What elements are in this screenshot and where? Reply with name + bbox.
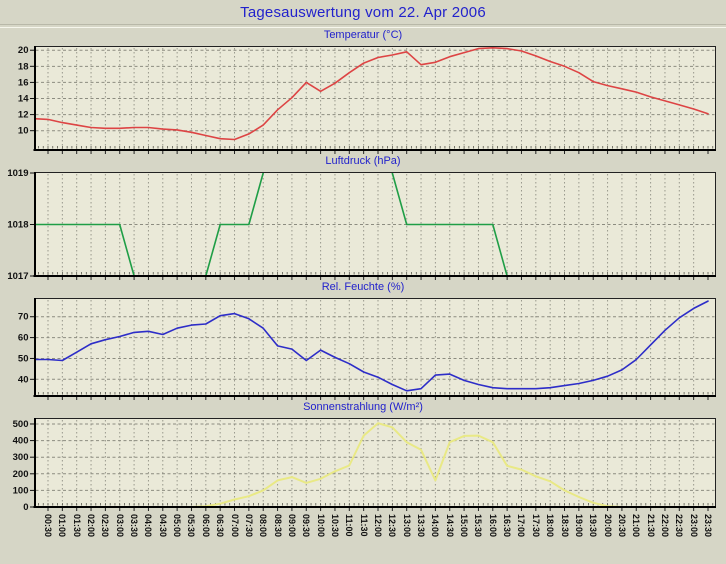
- y-axis-label: 12: [18, 110, 29, 121]
- x-axis-label: 19:00: [573, 514, 584, 538]
- x-axis-label: 21:00: [631, 514, 642, 538]
- y-axis-label: 500: [13, 419, 29, 430]
- x-axis-label: 15:30: [473, 514, 484, 538]
- chart-title-humidity: Rel. Feuchte (%): [321, 281, 405, 293]
- page-title: Tagesauswertung vom 22. Apr 2006: [240, 4, 486, 21]
- chart-title-radiation: Sonnenstrahlung (W/m²): [303, 401, 423, 413]
- x-axis-label: 09:30: [301, 514, 312, 538]
- x-axis-label: 03:30: [129, 514, 140, 538]
- x-axis-label: 03:00: [114, 514, 125, 538]
- chart-title-pressure: Luftdruck (hPa): [325, 155, 401, 167]
- x-axis-label: 17:00: [516, 514, 527, 538]
- plot-background: [34, 418, 716, 508]
- pressure-chart: 1019 1018 1017: [7, 168, 716, 280]
- y-axis-label: 10: [18, 126, 29, 137]
- x-axis-label: 10:00: [315, 514, 326, 538]
- x-axis-label: 07:00: [229, 514, 240, 538]
- x-axis-label: 14:00: [430, 514, 441, 538]
- y-axis-label: 40: [18, 374, 29, 385]
- y-axis-label: 1019: [7, 168, 28, 179]
- x-axis-label: 12:00: [372, 514, 383, 538]
- humidity-line: [34, 300, 709, 392]
- x-axis-label: 13:30: [416, 514, 427, 538]
- x-axis-label: 16:00: [487, 514, 498, 538]
- y-axis-label: 14: [18, 94, 29, 105]
- x-axis-label: 18:30: [559, 514, 570, 538]
- y-axis-label: 200: [13, 469, 29, 480]
- y-axis-label: 70: [18, 312, 29, 323]
- y-axis-label: 1018: [7, 220, 28, 231]
- x-axis-label: 05:00: [172, 514, 183, 538]
- x-axis-label: 15:00: [459, 514, 470, 538]
- x-axis-label: 13:00: [401, 514, 412, 538]
- y-axis-label: 16: [18, 77, 29, 88]
- x-axis-label: 18:00: [545, 514, 556, 538]
- plot-background: [34, 298, 716, 397]
- temperature-line: [34, 47, 709, 141]
- x-axis-label: 10:30: [329, 514, 340, 538]
- x-axis-label: 20:30: [616, 514, 627, 538]
- x-axis-label: 05:30: [186, 514, 197, 538]
- y-axis-label: 1017: [7, 271, 28, 280]
- radiation-chart: 500 400 300 200 100 0: [13, 418, 716, 511]
- x-axis-label: 14:30: [444, 514, 455, 538]
- y-axis-label: 0: [23, 502, 28, 511]
- x-axis-label: 23:00: [688, 514, 699, 538]
- y-axis-label: 20: [18, 45, 29, 56]
- x-axis-label: 09:00: [286, 514, 297, 538]
- x-axis-label: 06:30: [215, 514, 226, 538]
- x-axis-label: 17:30: [530, 514, 541, 538]
- humidity-chart: 70 60 50 40: [18, 298, 716, 400]
- x-axis-label: 02:00: [86, 514, 97, 538]
- x-axis-label: 22:00: [659, 514, 670, 538]
- y-axis-label: 50: [18, 353, 29, 364]
- x-axis-label: 04:00: [143, 514, 154, 538]
- x-axis-label: 02:30: [100, 514, 111, 538]
- x-axis-label: 08:00: [258, 514, 269, 538]
- x-axis-label: 23:30: [702, 514, 713, 538]
- y-axis-label: 300: [13, 452, 29, 463]
- title-divider: [0, 24, 726, 28]
- x-axis-label: 11:00: [344, 514, 355, 537]
- x-axis-label: 19:30: [588, 514, 599, 538]
- x-axis-label: 07:30: [243, 514, 254, 538]
- time-axis-labels: 00:30 01:00 01:30 02:00 02:30 03:00 03:30 04:00…: [0, 511, 726, 557]
- x-axis-label: 01:30: [71, 514, 82, 538]
- chart-title-temperature: Temperatur (°C): [323, 29, 403, 41]
- panel-temperature: Temperatur (°C) 20 18 16 14 12 10: [0, 29, 726, 154]
- panel-pressure: Luftdruck (hPa) 1019 1018 1017: [0, 155, 726, 280]
- x-axis-label: 04:30: [157, 514, 168, 538]
- y-axis-label: 60: [18, 333, 29, 344]
- x-axis-label: 21:30: [645, 514, 656, 538]
- x-axis-label: 01:00: [57, 514, 68, 538]
- panel-humidity: Rel. Feuchte (%) 70 60 50 40: [0, 281, 726, 400]
- x-axis-label: 08:30: [272, 514, 283, 538]
- panel-radiation: Sonnenstrahlung (W/m²) 500 400 300 200 100 0: [0, 401, 726, 511]
- x-axis-label: 11:30: [358, 514, 369, 537]
- x-axis-label: 16:30: [502, 514, 513, 538]
- y-axis-label: 100: [13, 485, 29, 496]
- temperature-chart: 20 18 16 14 12 10: [18, 45, 716, 154]
- y-axis-label: 18: [18, 61, 29, 72]
- x-axis-label: 00:30: [42, 514, 53, 538]
- x-axis-label: 22:30: [674, 514, 685, 538]
- x-axis-label: 20:00: [602, 514, 613, 538]
- x-axis-label: 06:00: [200, 514, 211, 538]
- x-axis-label: 12:30: [387, 514, 398, 538]
- y-axis-label: 400: [13, 436, 29, 447]
